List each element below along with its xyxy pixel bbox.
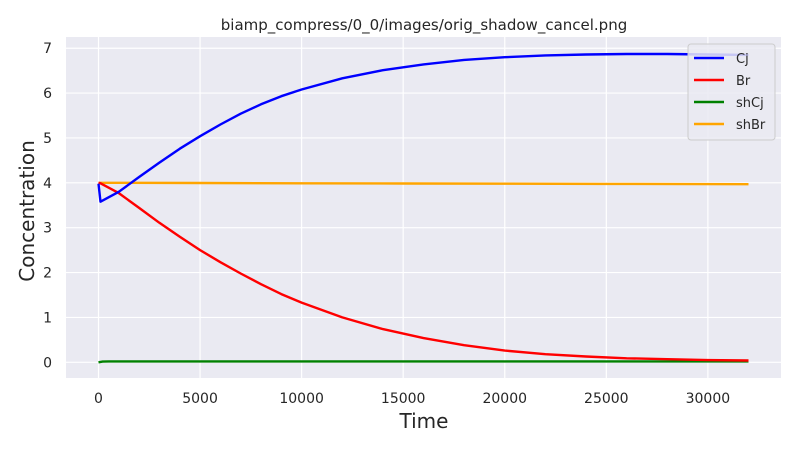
legend: Cj Br shCj shBr: [687, 43, 776, 141]
y-tick-label: 7: [43, 41, 52, 57]
x-tick-label: 30000: [686, 391, 731, 407]
series-line-Br: [98, 181, 749, 362]
y-tick-labels: 0 1 2 3 4 5 6 7: [43, 41, 52, 371]
y-tick-label: 5: [43, 131, 52, 147]
x-tick-labels: 0 5000 10000 15000 20000 25000 30000: [94, 391, 730, 407]
plot-area: [66, 37, 781, 378]
y-tick-label: 2: [43, 266, 52, 282]
series-lines: [97, 52, 749, 364]
x-tick-label: 0: [94, 391, 103, 407]
chart-title: biamp_compress/0_0/images/orig_shadow_ca…: [221, 16, 627, 35]
y-tick-label: 4: [43, 176, 52, 192]
x-tick-label: 10000: [279, 391, 324, 407]
legend-box: [687, 43, 776, 141]
series-line-shCj: [98, 360, 749, 364]
legend-label: Br: [736, 74, 751, 89]
x-tick-label: 5000: [182, 391, 218, 407]
legend-label: Cj: [736, 52, 749, 67]
y-tick-label: 1: [43, 310, 52, 326]
x-tick-label: 20000: [482, 391, 527, 407]
legend-label: shCj: [736, 96, 764, 111]
x-tick-label: 15000: [381, 391, 426, 407]
series-line-Cj: [97, 52, 749, 203]
y-tick-label: 3: [43, 221, 52, 237]
series-line-shBr: [98, 181, 749, 186]
y-tick-label: 6: [43, 86, 52, 102]
x-axis-label: Time: [399, 409, 449, 433]
x-tick-label: 25000: [584, 391, 629, 407]
y-tick-label: 0: [43, 355, 52, 371]
y-axis-label: Concentration: [15, 140, 39, 281]
legend-label: shBr: [736, 118, 766, 133]
